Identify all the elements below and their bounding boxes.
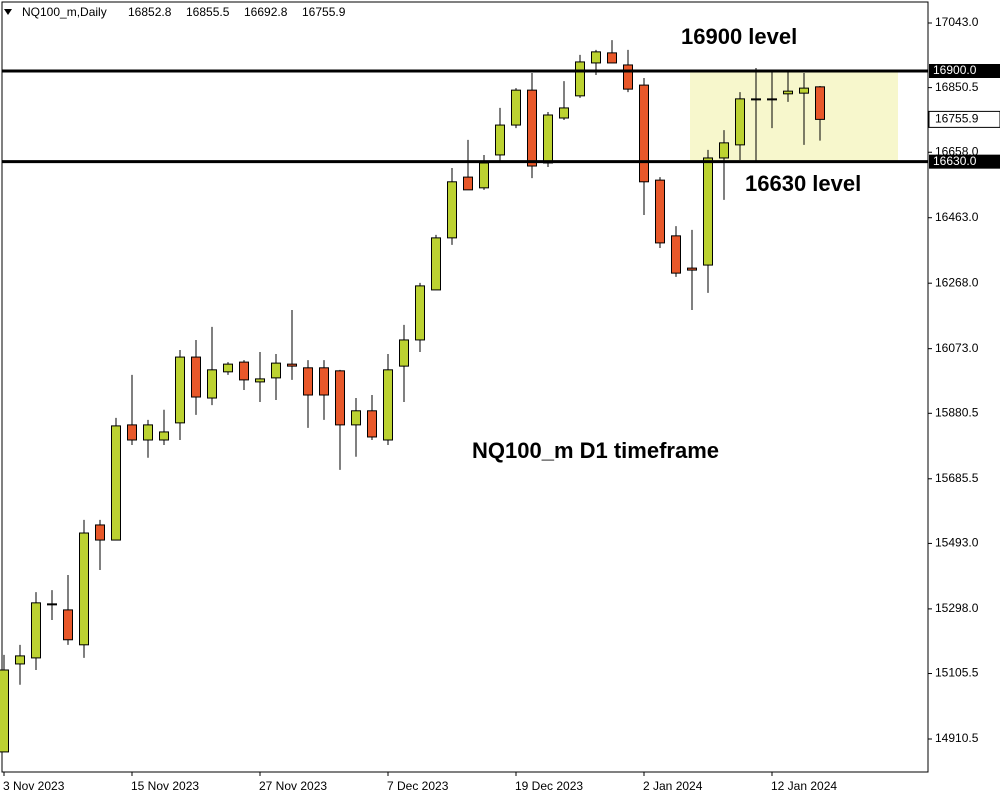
- candle-body: [47, 603, 57, 606]
- candle-body: [655, 179, 665, 244]
- candle-body: [111, 425, 121, 541]
- candle-body: [799, 87, 809, 94]
- candle-body: [95, 524, 105, 541]
- candle-body: [735, 98, 745, 146]
- candle-body: [687, 267, 697, 271]
- candle-body: [63, 609, 73, 641]
- y-tick-label: 15685.5: [935, 471, 979, 485]
- header-value: 16755.9: [302, 5, 346, 19]
- candle-body: [271, 362, 281, 379]
- candle-body: [351, 410, 361, 426]
- header-value: 16692.8: [244, 5, 288, 19]
- level-tag-label: 16900.0: [933, 63, 977, 77]
- candle-body: [767, 98, 777, 101]
- candle-body: [143, 424, 153, 441]
- candle-body: [159, 431, 169, 441]
- candle-body: [79, 532, 89, 646]
- candle-body: [399, 339, 409, 367]
- x-tick-label: 7 Dec 2023: [387, 779, 449, 793]
- candle-body: [319, 367, 329, 396]
- level-tag: [929, 63, 1000, 78]
- x-tick-label: 3 Nov 2023: [3, 779, 65, 793]
- candle-body: [559, 107, 569, 119]
- candle-body: [783, 90, 793, 95]
- candle-body: [495, 124, 505, 156]
- annotation: 16900 level: [681, 24, 797, 49]
- candle-body: [191, 356, 201, 398]
- candle-body: [303, 367, 313, 396]
- y-tick-label: 16268.0: [935, 275, 979, 289]
- candle-body: [207, 369, 217, 399]
- candle-body: [623, 64, 633, 90]
- candle-body: [751, 98, 761, 101]
- level-tag-label: 16630.0: [933, 154, 977, 168]
- y-tick-label: 16073.0: [935, 341, 979, 355]
- candle-body: [703, 157, 713, 266]
- header-value: 16852.8: [128, 5, 172, 19]
- x-tick-label: 2 Jan 2024: [643, 779, 703, 793]
- x-tick-label: 15 Nov 2023: [131, 779, 199, 793]
- candle-body: [31, 602, 41, 659]
- candle-body: [239, 361, 249, 381]
- y-tick-label: 15105.5: [935, 666, 979, 680]
- candle-body: [431, 237, 441, 291]
- candle-body: [511, 89, 521, 126]
- candle-body: [591, 51, 601, 64]
- x-tick-label: 12 Jan 2024: [771, 779, 837, 793]
- candle-body: [15, 655, 25, 665]
- x-tick-label: 27 Nov 2023: [259, 779, 327, 793]
- candle-body: [0, 669, 9, 753]
- candle-body: [575, 61, 585, 97]
- y-tick-label: 14910.5: [935, 731, 979, 745]
- candle-body: [639, 84, 649, 183]
- y-tick-label: 15493.0: [935, 536, 979, 550]
- header-value: 16855.5: [186, 5, 230, 19]
- candle-body: [223, 363, 233, 373]
- candle-body: [815, 86, 825, 120]
- candle-body: [287, 363, 297, 367]
- candle-body: [479, 162, 489, 189]
- level-tag: [929, 154, 1000, 169]
- candle-body: [527, 89, 537, 167]
- candle-body: [719, 142, 729, 159]
- annotation: 16630 level: [745, 171, 861, 196]
- price-tag: [928, 110, 1000, 128]
- candle-body: [447, 181, 457, 239]
- candle-body: [255, 378, 265, 383]
- candle-body: [383, 369, 393, 441]
- candle-body: [543, 114, 553, 164]
- candle-body: [463, 176, 473, 191]
- y-tick-label: 16850.5: [935, 80, 979, 94]
- x-tick-label: 19 Dec 2023: [515, 779, 583, 793]
- menu-arrow[interactable]: [4, 9, 12, 15]
- y-tick-label: 15880.5: [935, 405, 979, 419]
- candle-body: [175, 356, 185, 424]
- y-tick-label: 17043.0: [935, 15, 979, 29]
- candle-body: [415, 285, 425, 341]
- symbol: NQ100_m,Daily: [22, 5, 107, 19]
- candle-body: [335, 370, 345, 426]
- y-tick-label: 15298.0: [935, 601, 979, 615]
- annotation: NQ100_m D1 timeframe: [472, 438, 719, 463]
- y-tick-label: 16463.0: [935, 210, 979, 224]
- price-tag-label: 16755.9: [935, 112, 979, 126]
- candle-body: [607, 52, 617, 64]
- candle-body: [671, 235, 681, 274]
- candle-body: [127, 424, 137, 441]
- candle-body: [367, 410, 377, 438]
